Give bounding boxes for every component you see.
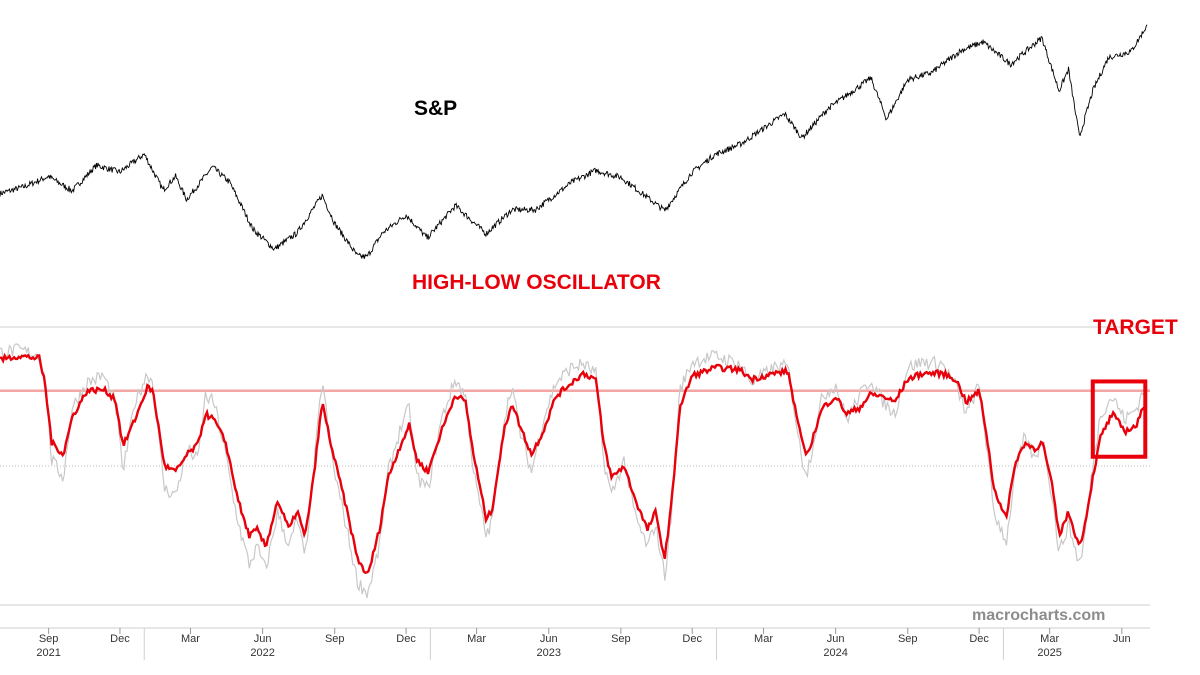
x-tick-label: Jun [254,633,272,645]
x-tick-label: Jun [827,633,845,645]
x-year-label: 2024 [823,647,847,659]
target-box [1090,379,1148,459]
x-tick-label: Sep [325,633,345,645]
x-year-label: 2022 [250,647,274,659]
x-year-label: 2023 [536,647,560,659]
x-tick-label: Mar [181,633,200,645]
sp-price-line [0,24,1148,260]
x-tick-label: Mar [754,633,773,645]
x-tick-label: Dec [682,633,702,645]
x-tick-label: Mar [1040,633,1059,645]
x-tick-label: Dec [396,633,416,645]
x-tick-label: Sep [611,633,631,645]
oscillator-label: HIGH-LOW OSCILLATOR [412,271,661,294]
x-tick-label: Dec [969,633,989,645]
x-tick-label: Jun [540,633,558,645]
oscillator-smoothed-line [0,352,1146,574]
target-label: TARGET [1093,316,1178,339]
sp-label: S&P [414,97,458,120]
x-tick-label: Mar [467,633,486,645]
x-year-label: 2021 [36,647,60,659]
watermark: macrocharts.com [972,607,1106,624]
x-tick-label: Sep [898,633,918,645]
x-year-label: 2025 [1037,647,1061,659]
x-tick-label: Jun [1113,633,1131,645]
x-tick-label: Dec [110,633,130,645]
x-tick-label: Sep [39,633,59,645]
